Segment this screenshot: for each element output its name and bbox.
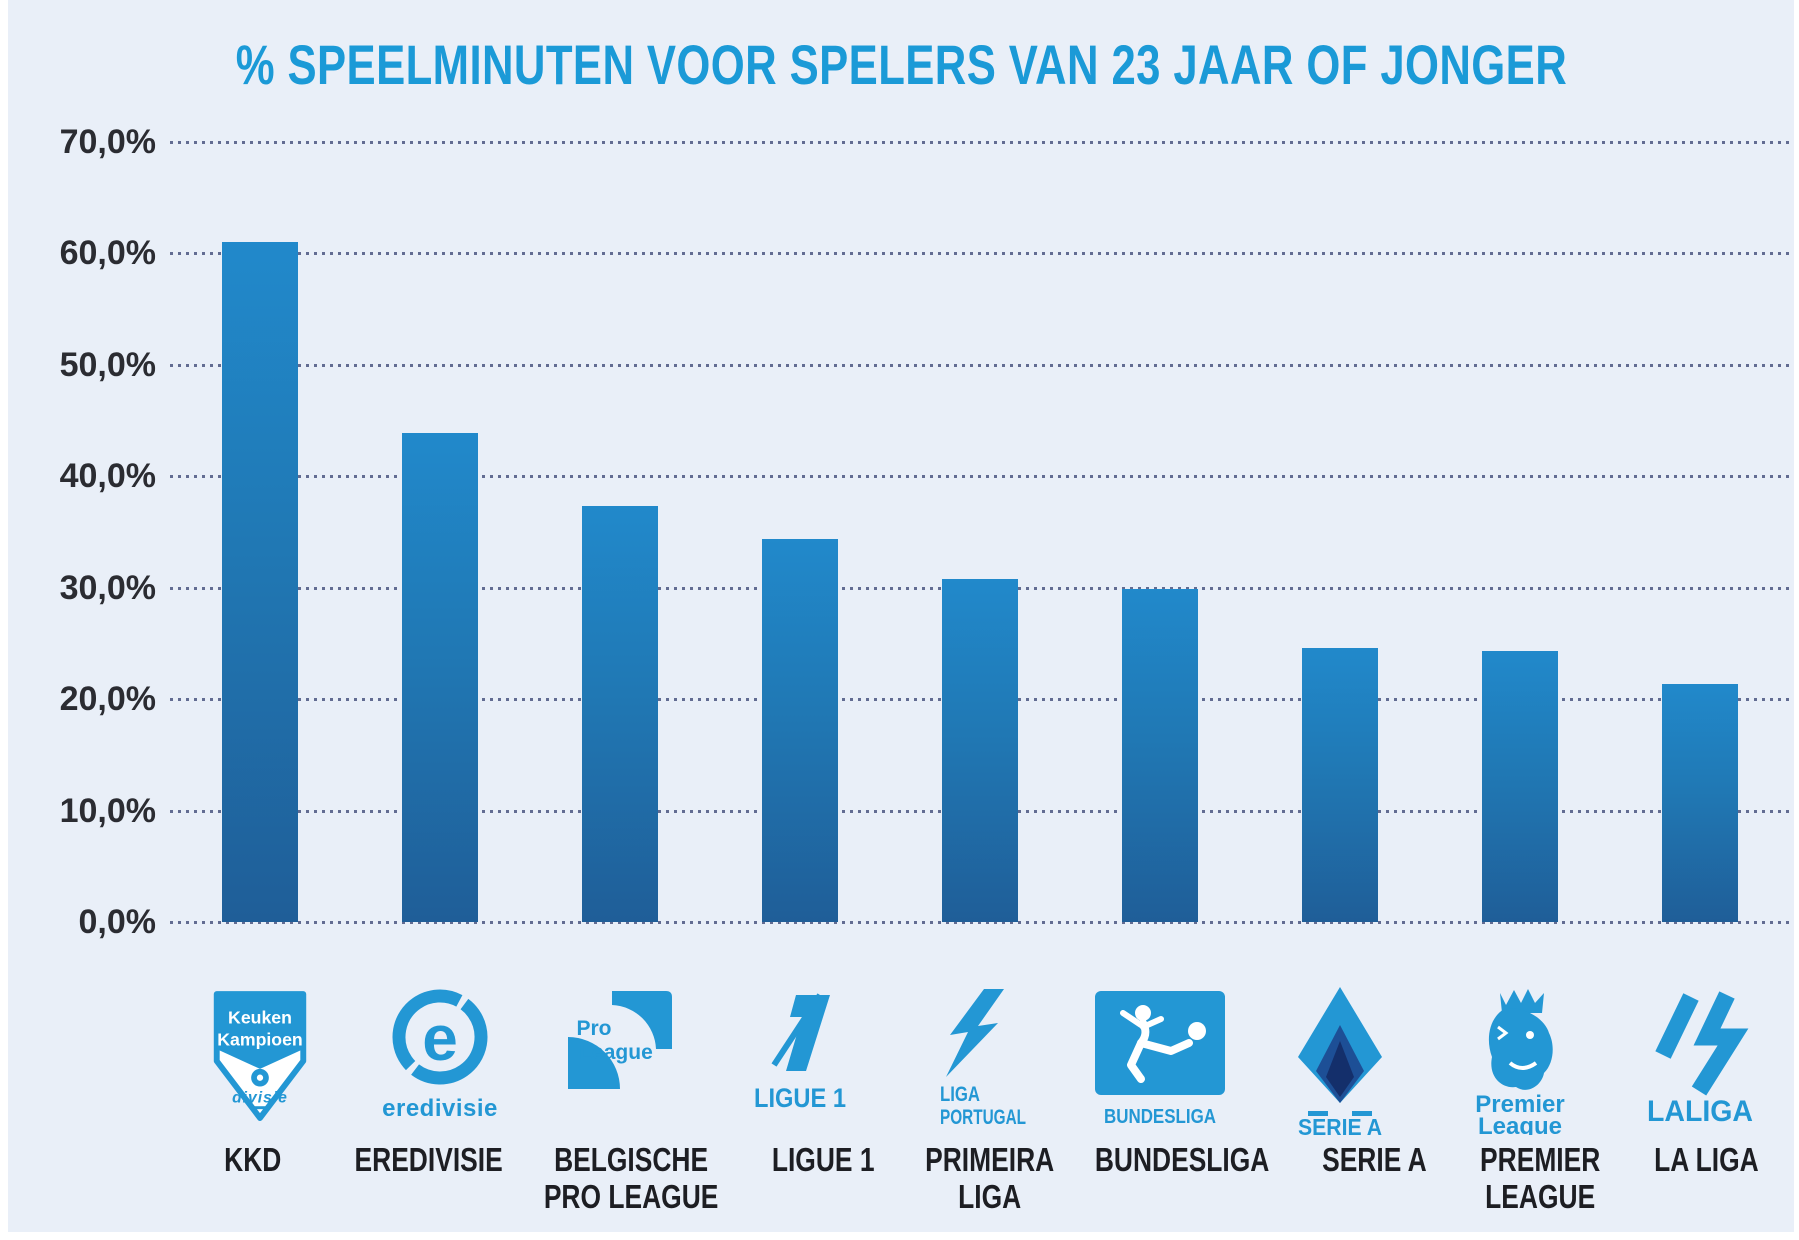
premier-league-logo-text-1: Premier [1475, 1091, 1564, 1118]
y-axis-label: 40,0% [59, 457, 156, 496]
caption-ligue-1: LIGUE 1 [771, 1141, 875, 1178]
liga-portugal-logo: LIGA PORTUGAL [890, 985, 1070, 1141]
svg-text:e: e [422, 1002, 458, 1074]
pro-league-logo-text-1: Pro [576, 1017, 611, 1040]
bar-serie-a [1302, 647, 1378, 922]
plot-area [170, 141, 1790, 924]
y-axis: 70,0% 60,0% 50,0% 40,0% 30,0% 20,0% 10,0% 0,0% [8, 123, 156, 941]
league-captions-row: KKD EREDIVISIE BELGISCHE PRO LEAGUE LIGUE 1 P… [170, 1141, 1790, 1216]
caption-serie-a: SERIE A [1321, 1141, 1427, 1178]
laliga-logo-text: LALIGA [1647, 1095, 1753, 1128]
bar-kkd [222, 242, 298, 922]
eredivisie-logo-text: eredivisie [382, 1095, 498, 1122]
caption-eredivisie: EREDIVISIE [354, 1141, 504, 1178]
chart-title: % SPEELMINUTEN VOOR SPELERS VAN 23 JAAR … [235, 33, 1567, 96]
serie-a-logo: SERIE A [1250, 985, 1430, 1141]
kkd-logo-text-2: Kampioen [217, 1029, 303, 1049]
bar-column [890, 142, 1070, 922]
bar-la-liga [1662, 683, 1738, 922]
bar-belgische-pro-league [582, 506, 658, 922]
bar-premier-league [1482, 651, 1558, 922]
bar-column [530, 142, 710, 922]
y-axis-label: 10,0% [59, 791, 156, 830]
gridline [170, 475, 1790, 479]
bar-series [170, 142, 1790, 922]
bar-column [1610, 142, 1790, 922]
laliga-logo: LALIGA [1610, 985, 1790, 1141]
bar-primeira-liga [942, 578, 1018, 922]
ligue-1-logo: LIGUE 1 [710, 985, 890, 1141]
bar-bundesliga [1122, 588, 1198, 922]
bar-column [1430, 142, 1610, 922]
caption-belgische-pro-league: BELGISCHE PRO LEAGUE [543, 1141, 719, 1215]
kkd-logo-text-3: divisie [232, 1089, 288, 1106]
serie-a-logo-text: SERIE A [1298, 1114, 1382, 1137]
bar-column [1250, 142, 1430, 922]
caption-bundesliga: BUNDESLIGA [1094, 1141, 1269, 1178]
bar-column [710, 142, 890, 922]
chart-panel: % SPEELMINUTEN VOOR SPELERS VAN 23 JAAR … [8, 0, 1794, 1232]
y-axis-label: 20,0% [59, 680, 156, 719]
bundesliga-logo-text: BUNDESLIGA [1104, 1106, 1216, 1128]
gridline [170, 141, 1790, 144]
bar-eredivisie [402, 432, 478, 922]
gridline [170, 252, 1790, 256]
caption-la-liga: LA LIGA [1654, 1141, 1760, 1178]
liga-portugal-logo-text-2: PORTUGAL [940, 1106, 1026, 1129]
ligue-1-logo-text: LIGUE 1 [754, 1083, 846, 1113]
caption-premier-league: PREMIER LEAGUE [1480, 1141, 1601, 1215]
eredivisie-logo: e eredivisie [350, 985, 530, 1141]
bar-column [170, 142, 350, 922]
y-axis-label: 30,0% [59, 568, 156, 607]
liga-portugal-logo-text-1: LIGA [940, 1083, 980, 1106]
y-axis-label: 50,0% [59, 345, 156, 384]
pro-league-logo: Pro League [530, 985, 710, 1141]
y-axis-label: 70,0% [59, 123, 156, 161]
y-axis-label: 0,0% [78, 903, 157, 941]
kkd-logo-text-1: Keuken [228, 1008, 292, 1028]
gridline [170, 363, 1790, 367]
gridline [170, 921, 1790, 924]
bar-column [350, 142, 530, 922]
bar-ligue-1 [762, 538, 838, 922]
y-axis-label: 60,0% [59, 234, 156, 273]
keuken-kampioen-divisie-logo: Keuken Kampioen divisie [170, 985, 350, 1141]
premier-league-logo-text-2: League [1478, 1113, 1562, 1135]
premier-league-logo: Premier League [1430, 985, 1610, 1141]
caption-kkd: KKD [224, 1141, 282, 1178]
league-logos-row: Keuken Kampioen divisie e eredivisie [170, 985, 1790, 1141]
caption-primeira-liga: PRIMEIRA LIGA [924, 1141, 1054, 1215]
bundesliga-logo: BUNDESLIGA [1070, 985, 1250, 1141]
bar-column [1070, 142, 1250, 922]
pro-league-logo-text-2: League [579, 1041, 653, 1064]
